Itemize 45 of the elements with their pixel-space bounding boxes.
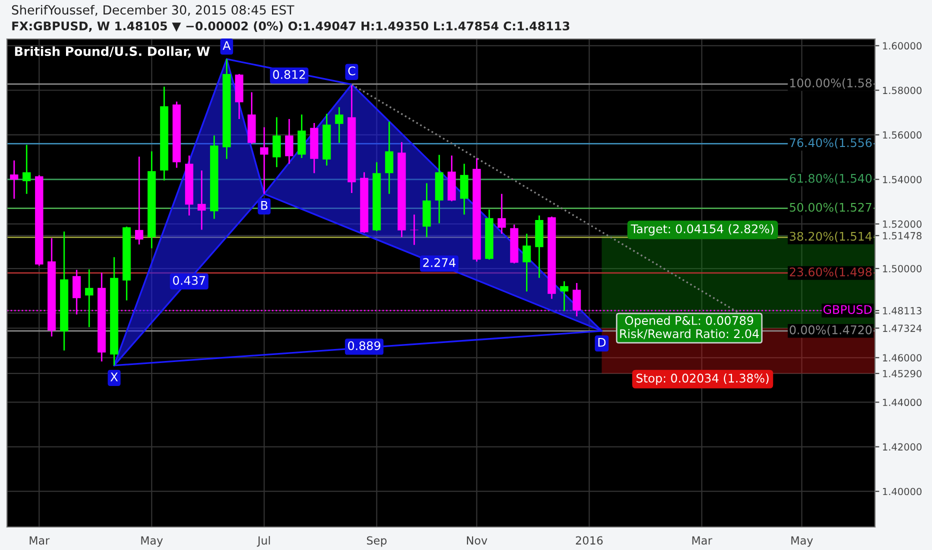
- x-tick-label: May: [791, 536, 813, 547]
- chart-subtitle: FX:GBPUSD, W 1.48105 ▼ −0.00002 (0%) O:1.49047 H:1.49350 L:1.47854 C:1.48113: [12, 21, 570, 32]
- y-tick-label: 1.54000: [883, 176, 922, 184]
- annotation: A: [222, 41, 231, 50]
- x-tick-label: Nov: [466, 536, 488, 545]
- text: British Pound/U.S. Dollar, W: [15, 46, 210, 58]
- y-tick-label: 1.60000: [883, 42, 922, 50]
- y-tick-label: 1.47324: [883, 324, 922, 332]
- y-tick-label: 1.46000: [883, 354, 922, 362]
- y-tick-label: 1.56000: [883, 131, 922, 139]
- y-tick-label: 1.45290: [883, 370, 922, 378]
- annotation: 2.274: [423, 258, 456, 267]
- ref-line-label: GBPUSD: [823, 305, 872, 314]
- x-tick-label: Sep: [366, 536, 387, 547]
- text: SherifYoussef, December 30, 2015 08:45 EST: [12, 4, 294, 16]
- ref-line-label: 61.80%(1.540: [790, 174, 872, 184]
- ref-line-label: 76.40%(1.556: [790, 138, 872, 149]
- ref-line-label: 0.00%(1.4720: [790, 325, 872, 336]
- y-tick-label: 1.42000: [883, 443, 922, 451]
- band-label: Target: 0.04154 (2.82%): [630, 224, 774, 236]
- band-label: Stop: 0.02034 (1.38%): [636, 373, 769, 385]
- ref-line-label: 38.20%(1.514: [790, 232, 872, 242]
- x-tick-label: Mar: [692, 536, 712, 545]
- y-tick-label: 1.40000: [883, 488, 922, 496]
- annotation: 0.812: [273, 70, 305, 79]
- annotation: D: [598, 338, 606, 347]
- x-tick-label: Jul: [256, 536, 270, 547]
- x-tick-label: 2016: [576, 536, 603, 545]
- annotation: 0.889: [348, 341, 380, 350]
- y-tick-label: 1.50000: [883, 264, 922, 272]
- y-tick-label: 1.44000: [883, 398, 922, 406]
- annotation: B: [261, 201, 268, 210]
- y-tick-label: 1.48113: [883, 307, 922, 314]
- ref-line-label: 50.00%(1.527: [790, 202, 872, 214]
- annotation: Opened P&L: 0.00789 Risk/Reward Ratio: 2.04: [620, 316, 759, 340]
- annotation: C: [348, 66, 356, 76]
- ref-line-label: 100.00%(1.58: [790, 78, 872, 89]
- y-tick-label: 1.52000: [883, 220, 922, 228]
- x-tick-label: May: [141, 536, 163, 547]
- ref-line-label: 23.60%(1.498: [790, 267, 872, 278]
- annotation: 0.437: [173, 276, 206, 285]
- annotation: X: [110, 372, 118, 382]
- y-tick-label: 1.58000: [883, 86, 922, 94]
- x-tick-label: Mar: [30, 536, 50, 545]
- y-tick-label: 1.51478: [883, 232, 922, 240]
